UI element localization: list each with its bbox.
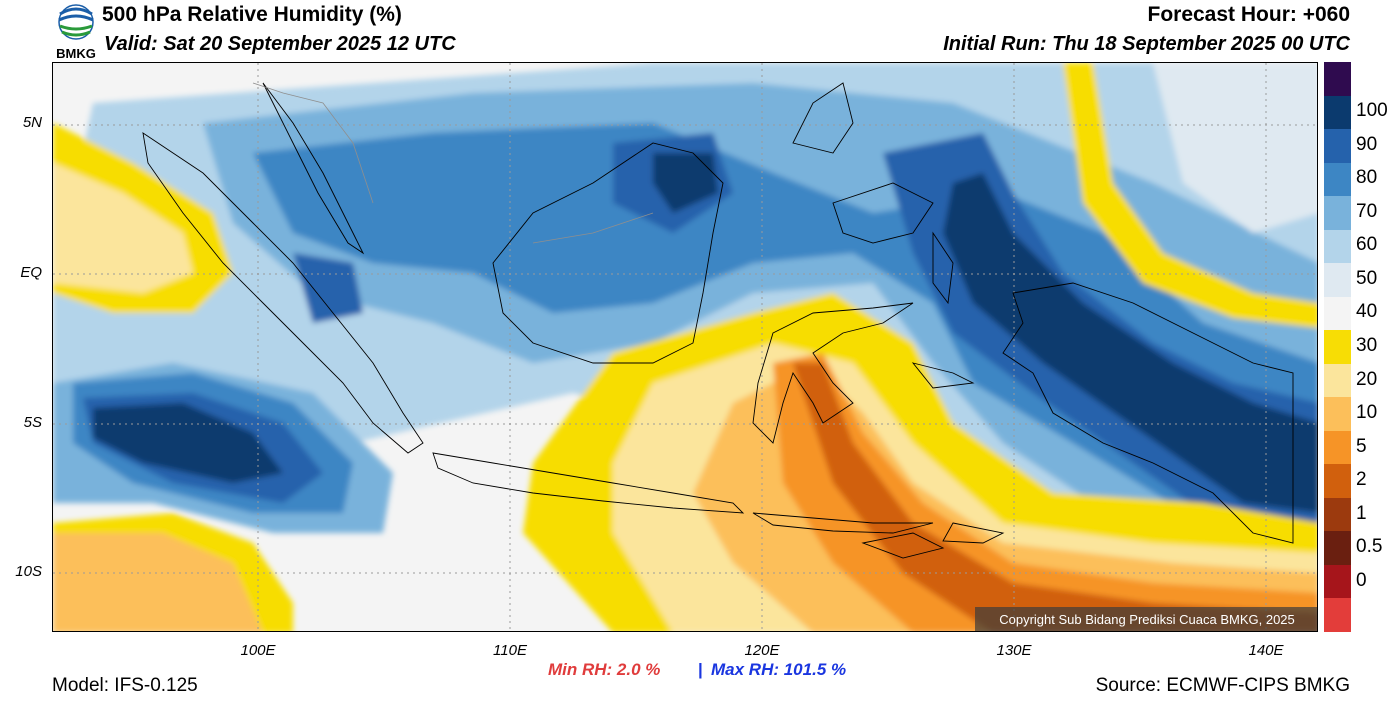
colorbar-label: 90 bbox=[1356, 133, 1378, 155]
lon-label-130e: 130E bbox=[996, 642, 1032, 659]
colorbar-swatch bbox=[1324, 196, 1351, 231]
colorbar-label: 1 bbox=[1356, 502, 1367, 524]
colorbar-swatch bbox=[1324, 598, 1351, 633]
logo-text: BMKG bbox=[56, 46, 96, 60]
rh-separator: | bbox=[698, 660, 703, 679]
colorbar-swatch bbox=[1324, 464, 1351, 499]
lat-label-5s: 5S bbox=[23, 414, 42, 431]
colorbar-label: 0 bbox=[1356, 569, 1367, 591]
colorbar-label: 80 bbox=[1356, 167, 1378, 189]
colorbar-label: 70 bbox=[1356, 200, 1378, 222]
colorbar-label: 20 bbox=[1356, 368, 1378, 390]
lon-label-140e: 140E bbox=[1248, 642, 1284, 659]
colorbar-label: 60 bbox=[1356, 234, 1378, 256]
lat-label-10s: 10S bbox=[15, 563, 42, 580]
colorbar-label: 2 bbox=[1356, 469, 1367, 491]
colorbar-swatch bbox=[1324, 497, 1351, 532]
coastlines bbox=[142, 82, 1294, 559]
colorbar-label: 30 bbox=[1356, 335, 1378, 356]
model-info: Model: IFS-0.125 bbox=[52, 675, 198, 696]
colorbar-label: 0.5 bbox=[1356, 536, 1383, 558]
lon-label-100e: 100E bbox=[240, 642, 276, 659]
colorbar-swatch bbox=[1324, 430, 1351, 465]
colorbar-label: 50 bbox=[1356, 267, 1378, 289]
colorbar-swatch bbox=[1324, 62, 1351, 97]
colorbar-swatch bbox=[1324, 296, 1351, 331]
humidity-map: Copyright Sub Bidang Prediksi Cuaca BMKG… bbox=[52, 62, 1318, 632]
colorbar-label: 5 bbox=[1356, 435, 1367, 457]
colorbar-swatch bbox=[1324, 229, 1351, 264]
initial-run: Initial Run: Thu 18 September 2025 00 UT… bbox=[943, 33, 1350, 55]
colorbar-label: 100 bbox=[1356, 100, 1388, 122]
min-rh: Min RH: 2.0 % bbox=[548, 660, 661, 679]
colorbar-swatch bbox=[1324, 162, 1351, 197]
lon-label-110e: 110E bbox=[493, 642, 527, 659]
source-info: Source: ECMWF-CIPS BMKG bbox=[1095, 675, 1350, 696]
forecast-hour: Forecast Hour: +060 bbox=[1147, 3, 1351, 26]
valid-time: Valid: Sat 20 September 2025 12 UTC bbox=[104, 33, 456, 55]
colorbar-swatch bbox=[1324, 95, 1351, 130]
lat-label-5n: 5N bbox=[22, 114, 42, 131]
humidity-field bbox=[53, 63, 1317, 631]
colorbar-swatch bbox=[1324, 330, 1351, 365]
colorbar-swatch bbox=[1324, 263, 1351, 298]
colorbar-swatch bbox=[1324, 363, 1351, 398]
copyright-notice: Copyright Sub Bidang Prediksi Cuaca BMKG… bbox=[975, 607, 1317, 631]
colorbar-swatch bbox=[1324, 531, 1351, 566]
lat-label-eq: EQ bbox=[20, 264, 42, 281]
colorbar-swatch bbox=[1324, 397, 1351, 432]
colorbar-swatch bbox=[1324, 129, 1351, 164]
map-title: 500 hPa Relative Humidity (%) bbox=[102, 3, 402, 26]
colorbar-swatch bbox=[1324, 564, 1351, 599]
lon-label-120e: 120E bbox=[744, 642, 780, 659]
max-rh: Max RH: 101.5 % bbox=[711, 660, 847, 679]
colorbar-label: 40 bbox=[1356, 301, 1378, 323]
colorbar-label: 10 bbox=[1356, 402, 1378, 424]
bmkg-logo: BMKG bbox=[56, 4, 96, 60]
colorbar bbox=[1324, 62, 1351, 633]
